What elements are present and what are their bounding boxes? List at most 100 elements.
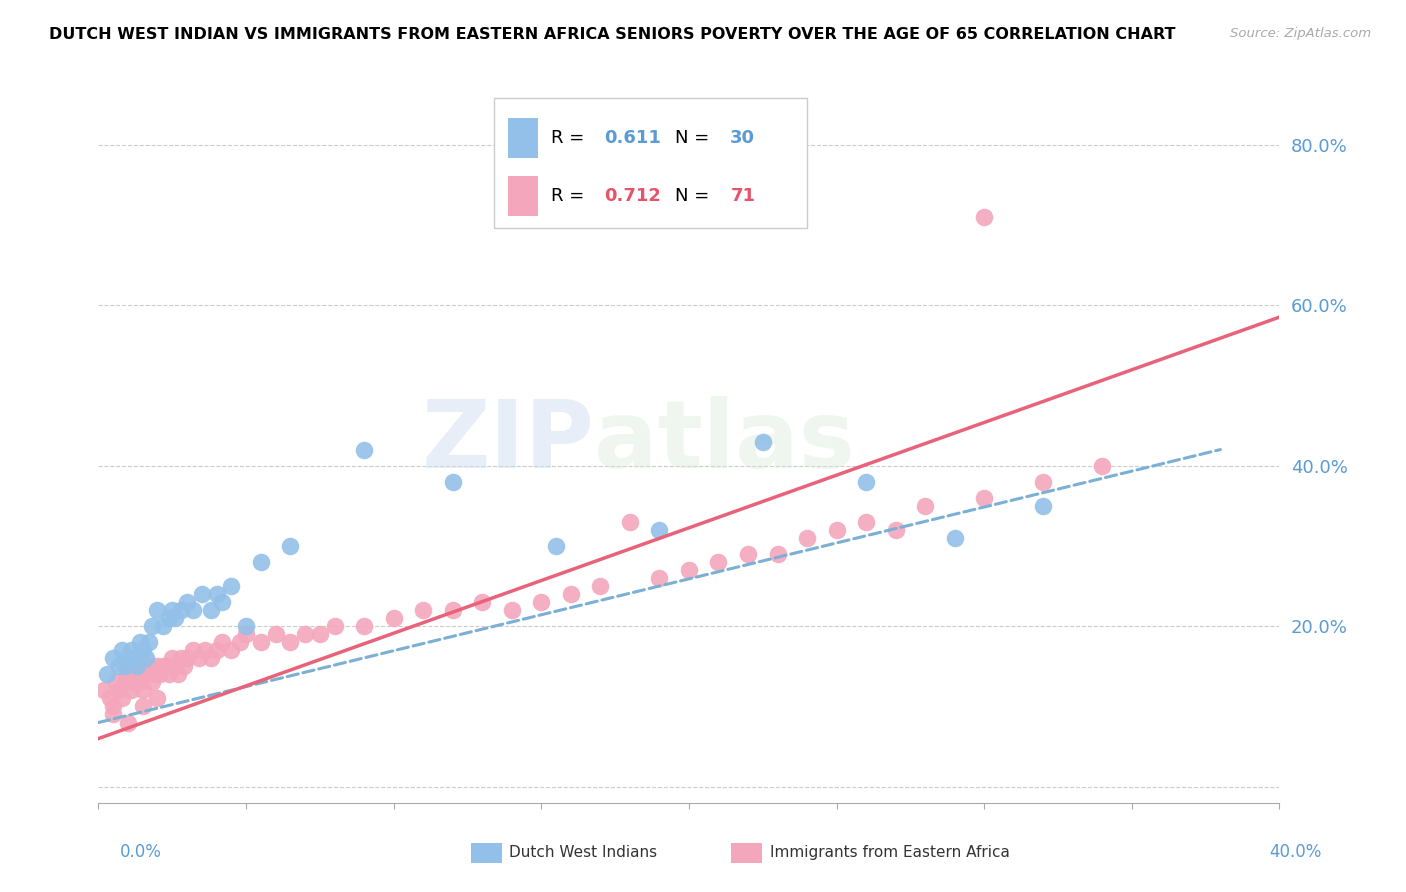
Point: [250, 635, 273, 649]
Text: ZIP: ZIP: [422, 395, 595, 488]
Point: [128, 635, 150, 649]
Point: [108, 659, 131, 673]
FancyBboxPatch shape: [494, 98, 807, 228]
Point: [157, 667, 180, 681]
Point: [884, 523, 907, 537]
Point: [176, 595, 198, 609]
Point: [707, 555, 730, 569]
Point: [471, 595, 494, 609]
Text: R =: R =: [551, 187, 589, 205]
Point: [1032, 475, 1054, 489]
Point: [294, 627, 316, 641]
Text: Source: ZipAtlas.com: Source: ZipAtlas.com: [1230, 27, 1371, 40]
Point: [132, 643, 155, 657]
Point: [155, 659, 177, 673]
Point: [108, 683, 131, 698]
Point: [530, 595, 553, 609]
Text: 30: 30: [730, 129, 755, 147]
Point: [211, 595, 233, 609]
Point: [165, 611, 187, 625]
Point: [235, 627, 257, 641]
Point: [235, 619, 257, 633]
Point: [560, 587, 582, 601]
Point: [143, 667, 166, 681]
Point: [796, 531, 818, 545]
Text: Dutch West Indians: Dutch West Indians: [509, 846, 657, 860]
Point: [141, 619, 163, 633]
Point: [152, 659, 174, 673]
Point: [855, 475, 877, 489]
Point: [162, 603, 183, 617]
Point: [105, 675, 128, 690]
Point: [737, 547, 759, 561]
Point: [141, 675, 163, 690]
Point: [280, 539, 302, 553]
Point: [200, 603, 222, 617]
Point: [170, 651, 193, 665]
Point: [382, 611, 405, 625]
Point: [766, 547, 789, 561]
Point: [149, 667, 172, 681]
Point: [146, 603, 169, 617]
Point: [943, 531, 966, 545]
Point: [117, 667, 139, 681]
Point: [648, 571, 671, 585]
Point: [162, 651, 183, 665]
Point: [187, 651, 209, 665]
Point: [167, 667, 190, 681]
Point: [170, 603, 193, 617]
Point: [441, 475, 464, 489]
Point: [120, 643, 142, 657]
Point: [181, 603, 204, 617]
Point: [353, 619, 375, 633]
Point: [855, 515, 877, 529]
Point: [138, 635, 160, 649]
Text: R =: R =: [551, 129, 589, 147]
Point: [412, 603, 434, 617]
Point: [1032, 499, 1054, 513]
Point: [501, 603, 523, 617]
Point: [309, 627, 332, 641]
Point: [120, 683, 142, 698]
Point: [323, 619, 346, 633]
Point: [191, 587, 214, 601]
Point: [648, 523, 671, 537]
Point: [205, 643, 228, 657]
Point: [103, 651, 125, 665]
Point: [135, 651, 157, 665]
Point: [221, 643, 243, 657]
Point: [264, 627, 287, 641]
Point: [441, 603, 464, 617]
Point: [194, 643, 217, 657]
Point: [114, 675, 136, 690]
Point: [589, 579, 612, 593]
Point: [229, 635, 252, 649]
Point: [117, 651, 139, 665]
Point: [152, 619, 174, 633]
Point: [111, 643, 134, 657]
Text: 40.0%: 40.0%: [1270, 843, 1322, 861]
Point: [146, 659, 169, 673]
Text: 0.0%: 0.0%: [120, 843, 162, 861]
Text: 0.712: 0.712: [605, 187, 661, 205]
Point: [181, 643, 204, 657]
Point: [752, 434, 775, 449]
Point: [973, 210, 995, 224]
Point: [117, 715, 139, 730]
FancyBboxPatch shape: [508, 119, 537, 158]
Point: [973, 491, 995, 505]
Point: [138, 659, 160, 673]
Point: [103, 699, 125, 714]
Point: [280, 635, 302, 649]
Point: [135, 667, 157, 681]
Point: [176, 651, 198, 665]
Point: [825, 523, 848, 537]
Point: [122, 675, 145, 690]
Point: [678, 563, 700, 577]
Point: [114, 659, 136, 673]
Point: [250, 555, 273, 569]
Point: [103, 707, 125, 722]
Text: Immigrants from Eastern Africa: Immigrants from Eastern Africa: [770, 846, 1011, 860]
Point: [98, 691, 121, 706]
Point: [128, 675, 150, 690]
